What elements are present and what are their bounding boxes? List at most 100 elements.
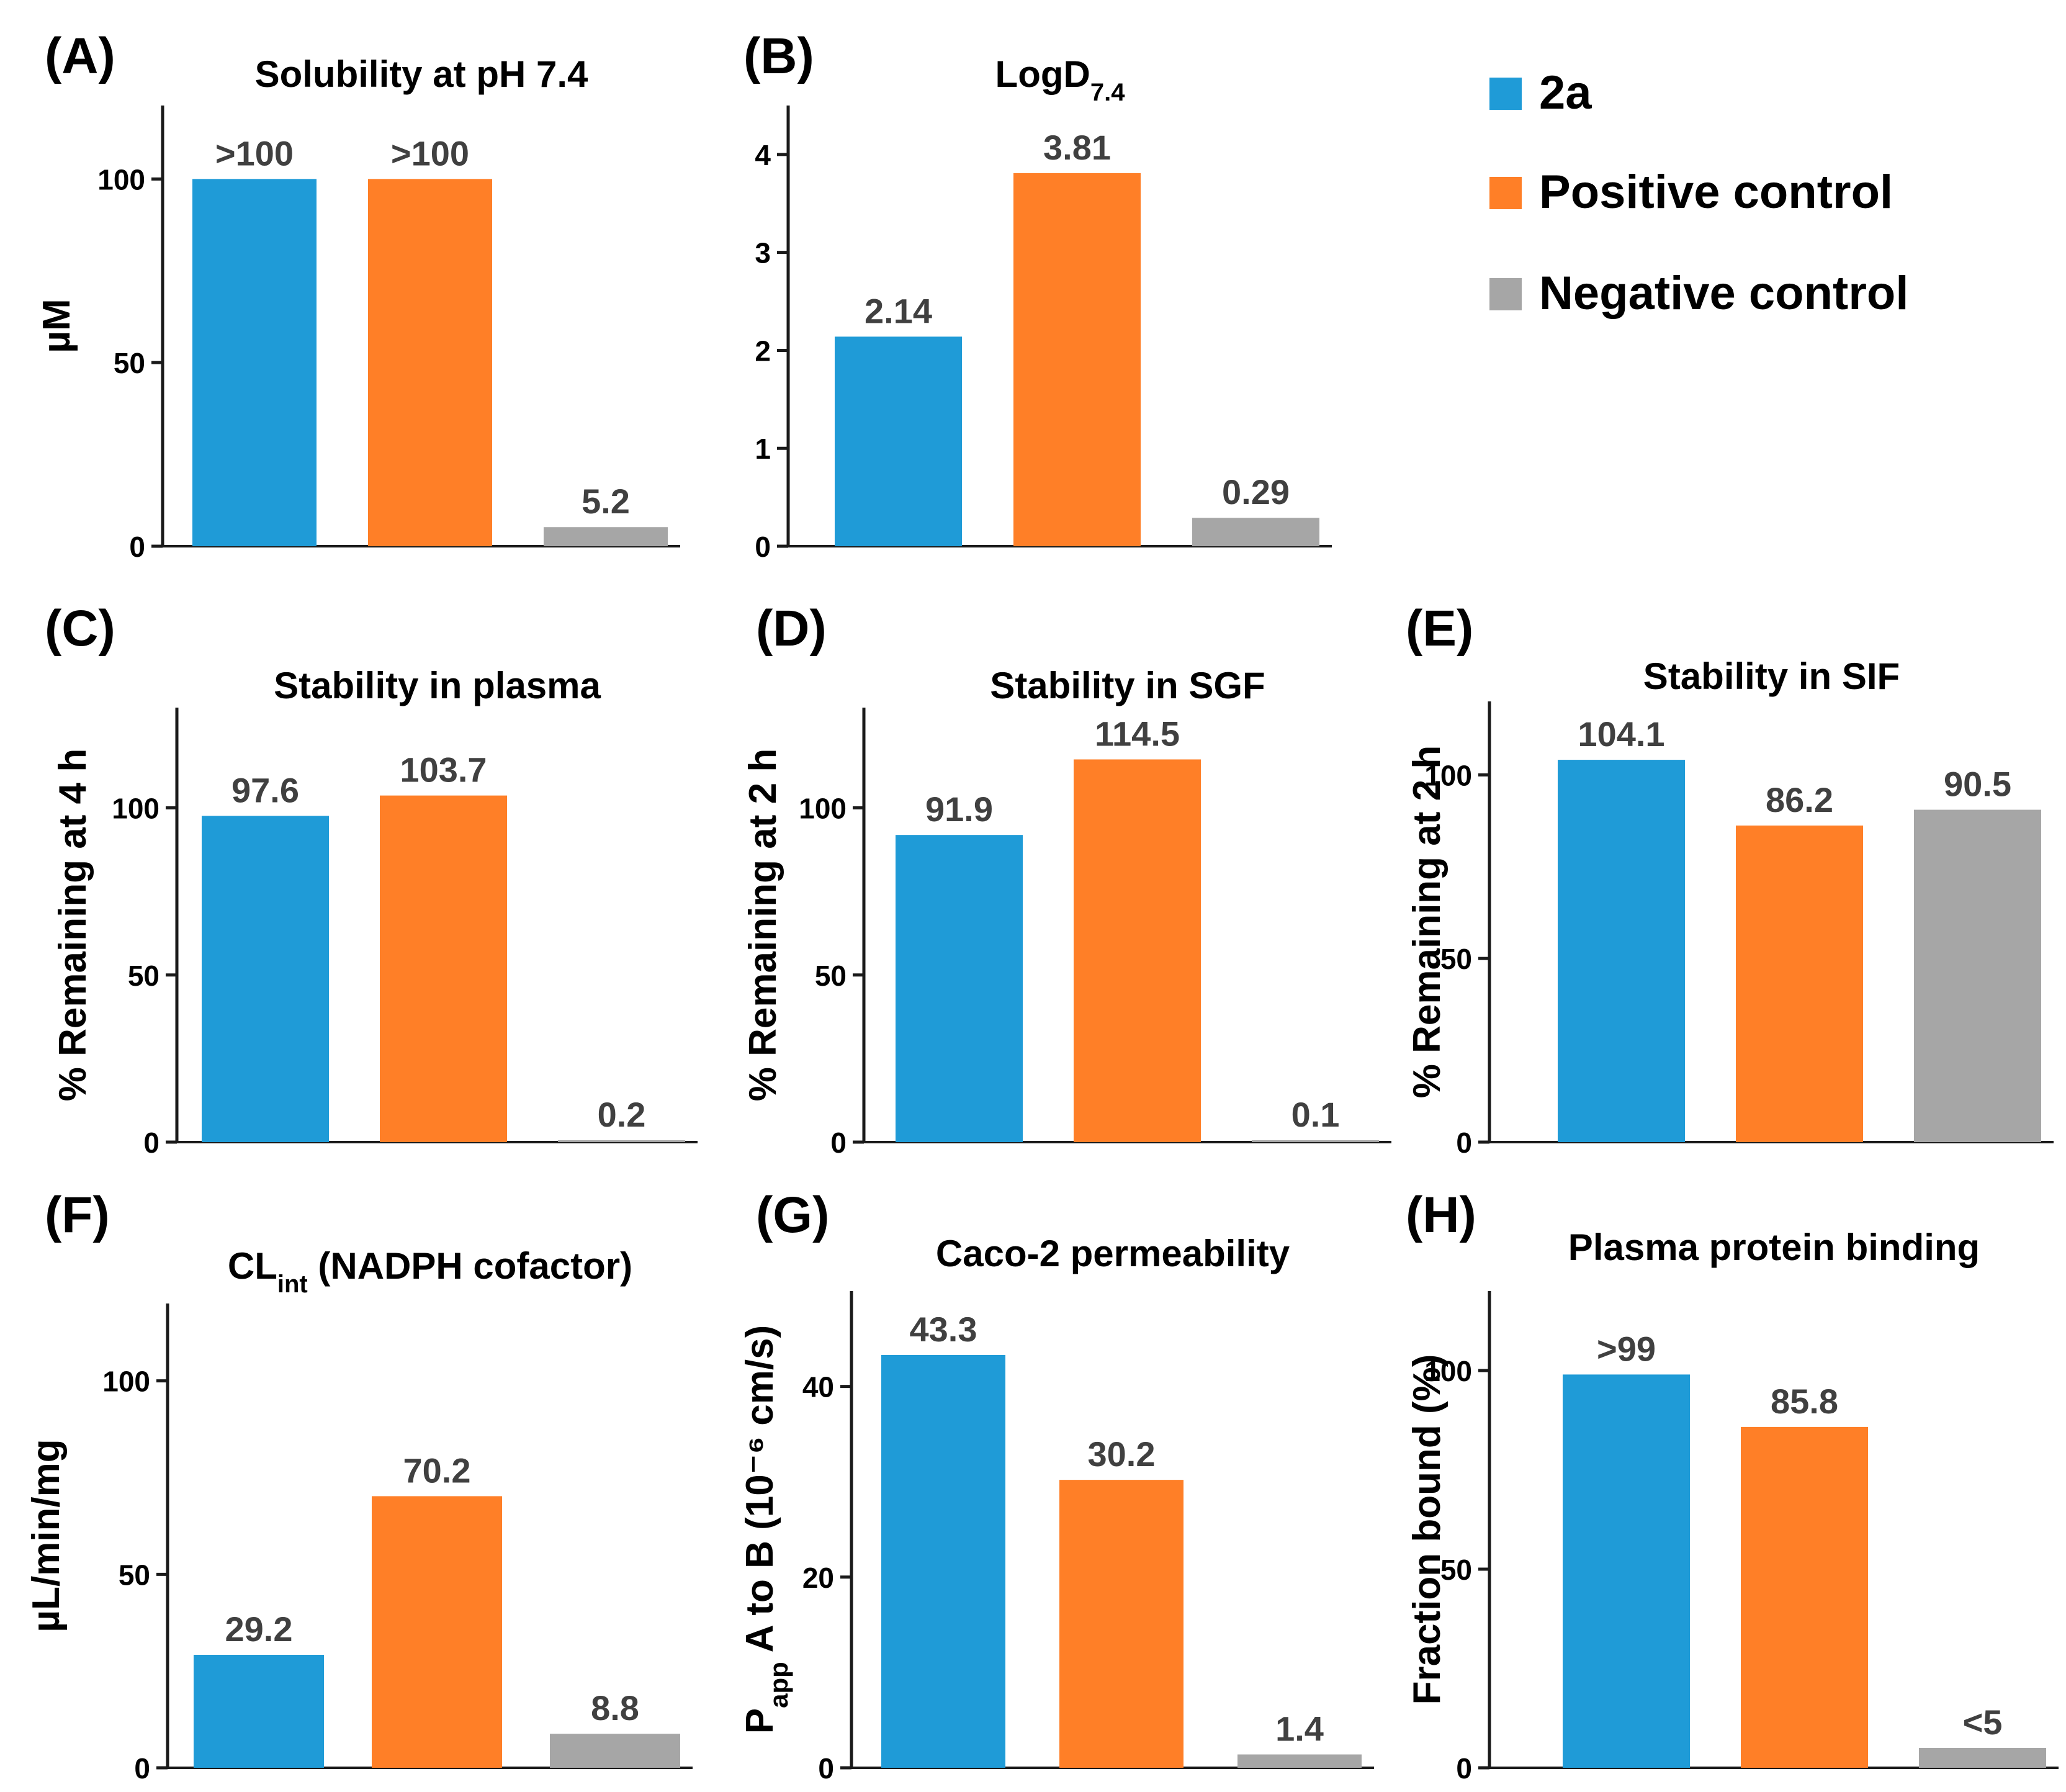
data-label-2a: 29.2 (225, 1610, 293, 1649)
y-tick-label: 100 (1424, 1355, 1472, 1387)
panel-letter: (F) (45, 1187, 110, 1243)
chart-title: Solubility at pH 7.4 (255, 53, 588, 95)
y-tick-label: 50 (119, 1559, 150, 1591)
data-label-positive-control: 30.2 (1088, 1434, 1156, 1474)
chart-title-main: Solubility at pH 7.4 (255, 53, 588, 95)
chart-title-main: Stability in plasma (274, 665, 601, 706)
data-label-negative-control: 0.1 (1291, 1095, 1340, 1134)
y-axis-label-main: % Remaining at 2 h (742, 749, 784, 1101)
bar-negative-control (1252, 1140, 1379, 1142)
bar-2a (835, 336, 962, 546)
y-tick-label: 100 (799, 793, 847, 825)
bar-2a (896, 835, 1023, 1142)
chart-title-tail: (NADPH cofactor) (308, 1245, 632, 1287)
y-axis-label-main: µM (35, 299, 78, 353)
chart-title-subscript: int (277, 1271, 308, 1298)
panel-f: (F) CLint (NADPH cofactor) 0 50 100 µL/min/mg… (25, 1187, 693, 1785)
legend-swatch-2a (1489, 78, 1522, 110)
chart-title: Stability in SIF (1643, 655, 1900, 697)
panel-h: (H) Plasma protein binding 0 50 100Fraction … (1406, 1187, 2059, 1785)
y-axis-label: % Remaining at 2 h (742, 749, 784, 1101)
data-label-positive-control: 70.2 (403, 1451, 471, 1490)
legend-label-positive-control: Positive control (1539, 166, 1893, 218)
y-axis-label-main: % Remaining at 4 h (52, 749, 94, 1101)
y-tick-label: 0 (830, 1127, 847, 1159)
panel-letter: (E) (1406, 600, 1473, 657)
legend-item-2a: 2a (1489, 66, 1592, 119)
bar-negative-control (558, 1140, 685, 1142)
panel-d: (D) Stability in SGF 0 50 100 % Remaining at … (742, 600, 1391, 1159)
y-tick-label: 4 (755, 139, 771, 171)
bar-2a (202, 816, 329, 1142)
bar-positive-control (1013, 173, 1141, 546)
bar-negative-control (544, 527, 668, 546)
data-label-negative-control: 5.2 (582, 482, 630, 521)
bar-negative-control (1237, 1754, 1362, 1768)
data-label-negative-control: <5 (1963, 1703, 2003, 1742)
y-tick-label: 0 (755, 531, 771, 563)
data-label-negative-control: 0.2 (598, 1095, 646, 1134)
y-tick-label: 3 (755, 237, 771, 269)
chart-title-main: Stability in SIF (1643, 655, 1900, 697)
y-tick-label: 50 (114, 347, 145, 379)
data-label-positive-control: >100 (391, 133, 469, 173)
panel-letter: (A) (45, 28, 115, 84)
data-label-positive-control: 86.2 (1766, 780, 1833, 819)
legend-label-negative-control: Negative control (1539, 267, 1908, 320)
data-label-positive-control: 114.5 (1095, 714, 1180, 753)
bar-negative-control (1192, 518, 1319, 546)
data-label-positive-control: 3.81 (1043, 128, 1111, 167)
chart-title: Stability in plasma (274, 665, 601, 706)
chart-title: Plasma protein binding (1568, 1227, 1980, 1268)
chart-title: Caco-2 permeability (936, 1233, 1290, 1274)
bar-2a (1558, 760, 1685, 1142)
data-label-2a: 2.14 (865, 291, 932, 330)
chart-title-main: LogD (995, 53, 1090, 95)
legend: 2a Positive control Negative control (1489, 66, 1908, 320)
y-axis-label-main: Fraction bound (%) (1406, 1354, 1448, 1705)
legend-swatch-negative-control (1489, 278, 1522, 310)
bar-positive-control (1741, 1426, 1868, 1768)
data-label-2a: >100 (215, 133, 294, 173)
bar-2a (881, 1354, 1005, 1768)
y-tick-label: 0 (1456, 1127, 1472, 1159)
data-label-positive-control: 103.7 (400, 750, 487, 790)
y-tick-label: 1 (755, 433, 771, 465)
chart-title: Stability in SGF (990, 665, 1265, 706)
legend-item-negative-control: Negative control (1489, 267, 1908, 320)
panel-e: (E) Stability in SIF 0 50 100% Remaining at … (1406, 600, 2054, 1159)
y-axis-label: % Remaining at 4 h (52, 749, 94, 1101)
panel-a: (A) Solubility at pH 7.4 0 50 100 µM >100 >100 5… (35, 28, 680, 563)
panel-letter: (G) (756, 1187, 829, 1243)
y-tick-label: 2 (755, 335, 771, 367)
y-tick-label: 100 (102, 1366, 150, 1398)
y-axis-label-main: P (739, 1708, 781, 1734)
data-label-2a: 91.9 (925, 790, 993, 829)
y-tick-label: 0 (818, 1752, 834, 1785)
legend-item-positive-control: Positive control (1489, 166, 1893, 218)
panel-c: (C) Stability in plasma 0 50 100 % Remaining … (45, 600, 698, 1159)
panel-g: (G) Caco-2 permeability 0 20 40 Papp A to B (… (739, 1187, 1374, 1785)
data-label-2a: 104.1 (1578, 714, 1664, 754)
chart-title-main: Caco-2 permeability (936, 1233, 1290, 1274)
legend-swatch-positive-control (1489, 177, 1522, 209)
legend-label-2a: 2a (1539, 66, 1592, 119)
data-label-positive-control: 85.8 (1771, 1382, 1838, 1421)
chart-title-main: Plasma protein binding (1568, 1227, 1980, 1268)
y-tick-label: 40 (802, 1371, 834, 1403)
bar-positive-control (368, 179, 492, 546)
bar-2a (1563, 1374, 1690, 1768)
y-axis-label-subscript: app (764, 1662, 793, 1708)
chart-title-main: Stability in SGF (990, 665, 1265, 706)
bar-2a (192, 179, 317, 546)
data-label-2a: >99 (1597, 1329, 1656, 1368)
bar-positive-control (1074, 759, 1201, 1142)
y-axis-label: % Remaining at 2 h (1406, 745, 1448, 1098)
y-axis-label-tail: A to B (10⁻⁶ cm/s) (739, 1325, 781, 1662)
data-label-negative-control: 0.29 (1222, 472, 1290, 511)
panel-letter: (H) (1406, 1187, 1476, 1243)
chart-title: CLint (NADPH cofactor) (228, 1245, 632, 1298)
y-tick-label: 100 (1424, 759, 1472, 791)
